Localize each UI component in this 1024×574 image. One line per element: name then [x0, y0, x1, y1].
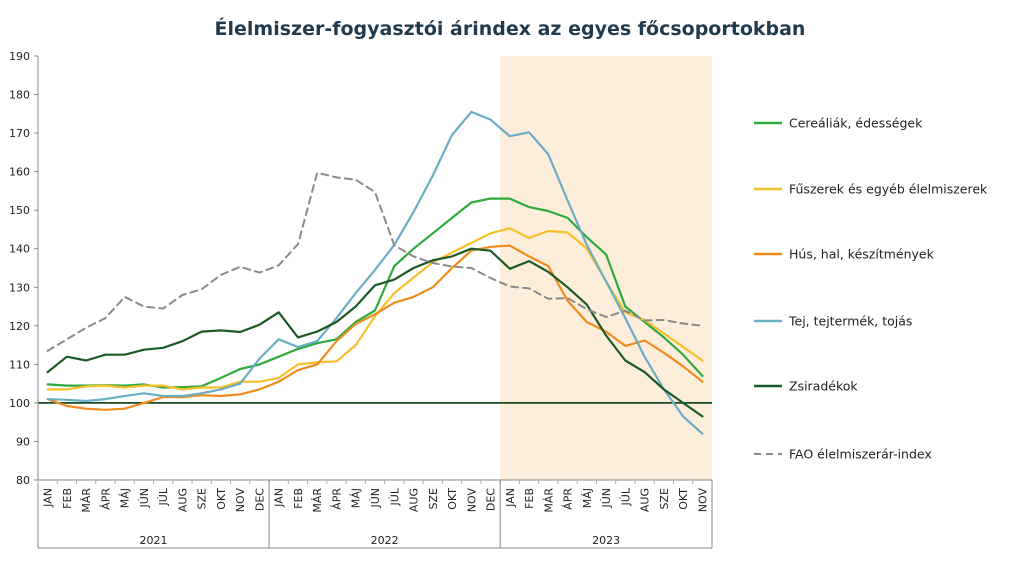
legend-label: Zsiradékok: [789, 379, 858, 394]
x-tick-label: FEB: [292, 488, 305, 509]
x-tick-label: DEC: [485, 488, 498, 511]
x-tick-label: JAN: [504, 488, 517, 508]
highlight-band-2023: [500, 56, 712, 480]
x-tick-label: OKT: [446, 488, 459, 510]
y-tick-label: 170: [9, 127, 30, 140]
y-tick-label: 80: [16, 474, 30, 487]
y-tick-label: 160: [9, 166, 30, 179]
x-tick-label: SZE: [427, 488, 440, 510]
x-tick-label: SZE: [196, 488, 209, 510]
x-tick-label: JAN: [42, 488, 55, 508]
x-tick-label: ÁPR: [562, 488, 575, 510]
x-tick-label: MÁR: [311, 488, 324, 513]
x-tick-label: NOV: [234, 488, 247, 513]
y-tick-label: 150: [9, 204, 30, 217]
x-tick-label: AUG: [639, 488, 652, 512]
y-tick-label: 90: [16, 435, 30, 448]
x-tick-label: FEB: [61, 488, 74, 509]
y-tick-label: 140: [9, 243, 30, 256]
x-tick-label: AUG: [408, 488, 421, 512]
x-tick-label: MÁR: [80, 488, 93, 513]
legend-label: FAO élelmiszerár-index: [789, 447, 932, 462]
series-line-fuszerek-es-egyeb-elelmiszerek: [46, 227, 704, 391]
x-tick-label: NOV: [696, 488, 709, 513]
y-tick-label: 130: [9, 281, 30, 294]
chart-title: Élelmiszer-fogyasztói árindex az egyes f…: [215, 17, 806, 40]
x-tick-label: JÚL: [388, 487, 401, 506]
year-label: 2022: [371, 534, 399, 547]
year-label: 2021: [140, 534, 168, 547]
x-tick-label: SZE: [658, 488, 671, 510]
x-tick-label: ÁPR: [99, 488, 112, 510]
x-tick-label: OKT: [215, 488, 228, 510]
legend-label: Fűszerek és egyéb élelmiszerek: [789, 182, 988, 197]
x-tick-label: MÁR: [542, 488, 555, 513]
series-line-fao-elelmiszerar-index: [46, 171, 704, 352]
x-tick-label: JÚN: [600, 488, 613, 509]
y-tick-label: 110: [9, 358, 30, 371]
x-tick-label: JÚN: [138, 488, 151, 509]
x-tick-label: ÁPR: [330, 488, 343, 510]
x-tick-label: JAN: [273, 488, 286, 508]
x-tick-label: MÁJ: [581, 488, 594, 508]
legend-label: Hús, hal, készítmények: [789, 247, 935, 262]
y-tick-label: 100: [9, 397, 30, 410]
legend: Cereáliák, édességek Fűszerek és egyéb él…: [754, 116, 988, 462]
x-tick-label: JÚN: [369, 488, 382, 509]
series-layer: [46, 110, 704, 435]
series-line-hus-hal-keszitmenyek: [46, 244, 704, 411]
series-line-zsiradekok: [46, 247, 704, 418]
x-tick-label: JÚL: [619, 487, 632, 506]
y-tick-label: 120: [9, 320, 30, 333]
x-tick-label: AUG: [176, 488, 189, 512]
year-label: 2023: [592, 534, 620, 547]
x-tick-label: OKT: [677, 488, 690, 510]
legend-label: Tej, tejtermék, tojás: [788, 314, 912, 329]
series-line-tej-tejtermek-tojas: [46, 110, 704, 435]
y-tick-label: 180: [9, 89, 30, 102]
x-tick-label: DEC: [253, 488, 266, 511]
x-tick-label: MÁJ: [350, 488, 363, 508]
legend-label: Cereáliák, édességek: [789, 116, 923, 131]
x-tick-label: FEB: [523, 488, 536, 509]
axis-layer: 80 90 100 110 120 130 140 150 160 170 180 190 JAN FEB…: [9, 50, 713, 549]
x-tick-label: NOV: [465, 488, 478, 513]
x-tick-label: JÚL: [157, 487, 170, 506]
x-tick-label: MÁJ: [119, 488, 132, 508]
y-tick-label: 190: [9, 50, 30, 63]
